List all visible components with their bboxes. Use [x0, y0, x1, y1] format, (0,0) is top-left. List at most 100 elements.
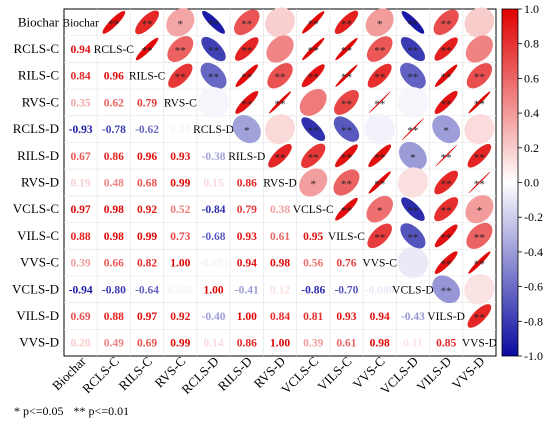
correlation-ellipse — [302, 11, 325, 34]
significance-mark: ** — [341, 152, 352, 164]
colorbar-tick-label: -0.6 — [524, 280, 543, 294]
correlation-ellipse — [367, 63, 392, 88]
correlation-value: 0.99 — [137, 231, 157, 243]
diagonal-label: VILS-D — [427, 311, 465, 323]
footnote-p05: * p<=0.05 — [14, 404, 64, 418]
correlation-value: 0.39 — [303, 338, 323, 350]
colorbar-tick-label: 0.6 — [524, 71, 539, 85]
significance-mark: ** — [341, 205, 352, 217]
correlation-ellipse — [468, 171, 491, 194]
correlation-value: 0.69 — [71, 311, 91, 323]
colorbar-tick-label: 0.8 — [524, 37, 539, 51]
significance-mark: ** — [441, 205, 452, 217]
correlation-value: 1.00 — [270, 338, 290, 350]
correlation-value: 0.94 — [370, 311, 390, 323]
correlation-ellipse — [135, 10, 159, 35]
significance-mark: ** — [275, 152, 286, 164]
significance-mark: ** — [474, 98, 485, 110]
correlation-ellipse — [167, 36, 194, 63]
correlation-value: -0.93 — [69, 124, 93, 136]
correlation-value: 0.79 — [137, 97, 157, 109]
significance-mark: ** — [374, 232, 385, 244]
significance-mark: ** — [308, 18, 319, 30]
correlation-ellipse — [366, 195, 393, 223]
significance-mark: ** — [341, 125, 352, 137]
significance-mark: ** — [441, 45, 452, 57]
diagonal-label: VILS-C — [328, 231, 365, 243]
correlation-ellipse — [434, 64, 458, 87]
significance-mark: ** — [374, 179, 385, 191]
colorbar-tick-label: 0.0 — [524, 176, 539, 190]
correlation-value: 0.73 — [170, 231, 190, 243]
diagonal-label: VCLS-D — [392, 284, 434, 296]
row-label: RILS-D — [17, 148, 59, 163]
correlation-ellipse — [401, 197, 425, 221]
correlation-value: 0.86 — [104, 151, 124, 163]
correlation-value: 1.00 — [170, 258, 190, 270]
correlation-ellipse — [401, 10, 425, 34]
correlation-ellipse — [434, 170, 459, 195]
correlation-ellipse — [465, 35, 493, 63]
colorbar-tick-label: -0.4 — [524, 245, 543, 259]
significance-mark: * — [178, 18, 184, 30]
significance-mark: ** — [407, 205, 418, 217]
significance-mark: ** — [241, 72, 252, 84]
significance-mark: * — [443, 125, 449, 137]
correlation-value: 0.39 — [71, 258, 91, 270]
correlation-value: 0.61 — [270, 231, 290, 243]
correlation-value: -0.68 — [202, 231, 226, 243]
correlation-ellipse — [333, 169, 360, 196]
significance-mark: ** — [341, 98, 352, 110]
column-label: RCLS-C — [79, 354, 122, 397]
correlation-value: 0.93 — [170, 151, 190, 163]
correlation-ellipse — [397, 247, 429, 278]
correlation-ellipse — [235, 90, 259, 114]
correlation-ellipse — [302, 37, 325, 61]
correlation-ellipse — [301, 64, 325, 88]
correlation-ellipse — [468, 251, 491, 274]
correlation-ellipse — [466, 63, 493, 89]
column-label: VCLS-D — [377, 354, 421, 398]
correlation-ellipse — [135, 37, 159, 61]
correlation-value: 0.98 — [104, 204, 124, 216]
significance-mark: * — [377, 205, 383, 217]
correlation-value: -0.38 — [202, 151, 226, 163]
column-label: VILS-D — [414, 354, 455, 395]
correlation-ellipse — [234, 37, 259, 61]
significance-mark: ** — [374, 45, 385, 57]
correlation-ellipse — [467, 304, 492, 328]
correlation-ellipse — [202, 10, 225, 34]
correlation-value: 0.15 — [203, 178, 223, 190]
correlation-ellipse — [334, 10, 359, 35]
correlation-value: 0.62 — [104, 97, 124, 109]
correlation-ellipse — [301, 143, 326, 168]
row-label: Biochar — [18, 14, 60, 29]
correlation-value: 0.81 — [303, 311, 323, 323]
correlation-ellipse — [435, 144, 458, 167]
diagonal-label: VVS-D — [462, 338, 497, 350]
correlation-ellipse — [201, 36, 226, 62]
significance-mark: ** — [341, 72, 352, 84]
significance-mark: ** — [407, 72, 418, 84]
row-label: VILS-D — [16, 308, 59, 323]
correlation-ellipse — [400, 223, 426, 249]
diagonal-label: RVS-C — [164, 97, 197, 109]
correlation-ellipse — [464, 274, 495, 305]
correlation-ellipse — [401, 118, 424, 141]
correlation-ellipse — [301, 117, 326, 142]
correlation-value: -0.088 — [365, 284, 395, 296]
correlation-ellipse — [335, 197, 358, 221]
significance-mark: ** — [474, 179, 485, 191]
correlation-value: -0.70 — [334, 284, 358, 296]
correlation-ellipse — [334, 89, 359, 115]
correlation-value: -0.84 — [202, 204, 226, 216]
significance-mark: ** — [474, 312, 485, 324]
diagonal-label: VCLS-C — [293, 204, 334, 216]
diagonal-label: RVS-D — [263, 178, 297, 190]
significance-mark: ** — [208, 45, 219, 57]
column-label: RCLS-D — [178, 354, 221, 397]
correlation-value: 0.93 — [336, 311, 356, 323]
correlation-value: -0.055 — [199, 258, 229, 270]
correlation-value: 0.96 — [104, 71, 124, 83]
